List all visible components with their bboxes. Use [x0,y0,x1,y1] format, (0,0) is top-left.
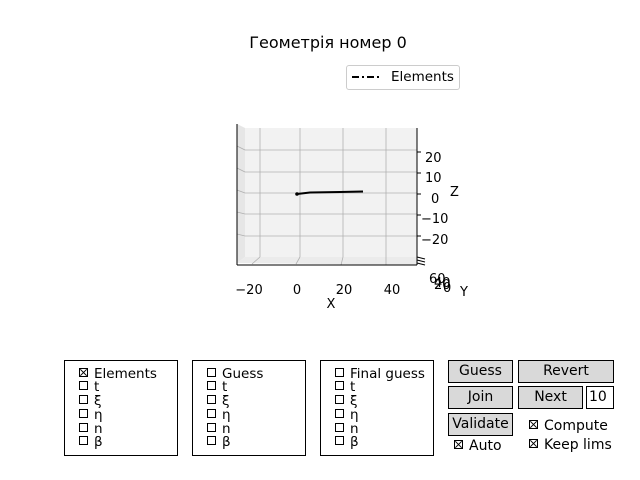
next-button[interactable]: Next [518,386,583,409]
validate-button[interactable]: Validate [448,413,513,436]
z-ticks [417,151,421,237]
y-tick-label: 0 [443,281,451,296]
checkbox-final-guess[interactable]: Final guess [335,367,425,381]
z-axis-label: Z [450,185,459,200]
checkbox-elements[interactable]: Elements [79,367,157,381]
checkbox-t[interactable]: t [335,380,355,394]
checkbox-n[interactable]: n [335,422,359,436]
revert-button[interactable]: Revert [518,360,614,383]
legend: Elements [346,65,460,90]
checkbox-icon[interactable] [79,436,88,445]
z-tick-label: −20 [421,233,448,248]
checkbox-eta[interactable]: η [207,408,231,422]
left-wall [237,124,245,263]
x-tick-label: 0 [293,283,301,298]
legend-label: Elements [391,69,454,85]
join-button[interactable]: Join [448,386,513,409]
elements-checkbox-panel: Elements t ξ η n β [64,360,178,456]
checkbox-icon[interactable] [207,423,216,432]
checkbox-icon[interactable] [335,409,344,418]
checkbox-xi[interactable]: ξ [207,394,230,408]
checkbox-n[interactable]: n [79,422,103,436]
checkbox-t[interactable]: t [207,380,227,394]
x-tick-label: 20 [336,283,353,298]
3d-plot[interactable]: −20 0 20 40 X 20 10 0 −10 −20 Z 60 40 20… [0,0,640,320]
checkbox-icon[interactable] [454,440,463,449]
z-tick-label: 20 [425,151,442,166]
checkbox-eta[interactable]: η [335,408,359,422]
compute-toggle[interactable]: Compute [529,418,608,434]
checkbox-guess[interactable]: Guess [207,367,263,381]
y-tick-label: 60 [429,272,446,287]
auto-toggle[interactable]: Auto [454,438,502,454]
x-axis-label: X [327,297,336,312]
z-tick-label: −10 [421,212,448,227]
checkbox-icon[interactable] [335,368,344,377]
final-guess-checkbox-panel: Final guess t ξ η n β [320,360,434,456]
figure-title: Геометрія номер 0 [249,33,407,52]
checkbox-icon[interactable] [335,395,344,404]
checkbox-icon[interactable] [79,368,88,377]
x-tick-label: 40 [384,283,401,298]
checkbox-xi[interactable]: ξ [335,394,358,408]
guess-button[interactable]: Guess [448,360,513,383]
checkbox-icon[interactable] [529,439,538,448]
y-tick-label: 40 [434,276,451,291]
checkbox-icon[interactable] [207,368,216,377]
floor-pane [237,257,417,265]
dash-dot-line-icon [352,76,379,78]
checkbox-icon[interactable] [529,420,538,429]
z-tick-label: 0 [431,192,439,207]
elements-line [296,190,364,195]
checkbox-beta[interactable]: β [79,435,103,449]
checkbox-icon[interactable] [335,436,344,445]
y-tick-label: 20 [434,278,451,293]
checkbox-icon[interactable] [79,395,88,404]
checkbox-eta[interactable]: η [79,408,103,422]
checkbox-icon[interactable] [79,423,88,432]
checkbox-icon[interactable] [207,409,216,418]
keep-lims-toggle[interactable]: Keep lims [529,437,612,453]
checkbox-icon[interactable] [207,436,216,445]
next-count-input[interactable]: 10 [586,386,614,409]
checkbox-icon[interactable] [335,423,344,432]
checkbox-icon[interactable] [207,395,216,404]
y-axis-label: Y [459,285,468,300]
checkbox-icon[interactable] [79,381,88,390]
elements-point [295,192,299,196]
checkbox-beta[interactable]: β [335,435,359,449]
checkbox-icon[interactable] [79,409,88,418]
checkbox-xi[interactable]: ξ [79,394,102,408]
checkbox-beta[interactable]: β [207,435,231,449]
y-ticks [416,256,426,266]
x-tick-label: −20 [235,283,262,298]
checkbox-icon[interactable] [207,381,216,390]
checkbox-icon[interactable] [335,381,344,390]
z-tick-label: 10 [425,171,442,186]
guess-checkbox-panel: Guess t ξ η n β [192,360,306,456]
checkbox-n[interactable]: n [207,422,231,436]
checkbox-t[interactable]: t [79,380,99,394]
